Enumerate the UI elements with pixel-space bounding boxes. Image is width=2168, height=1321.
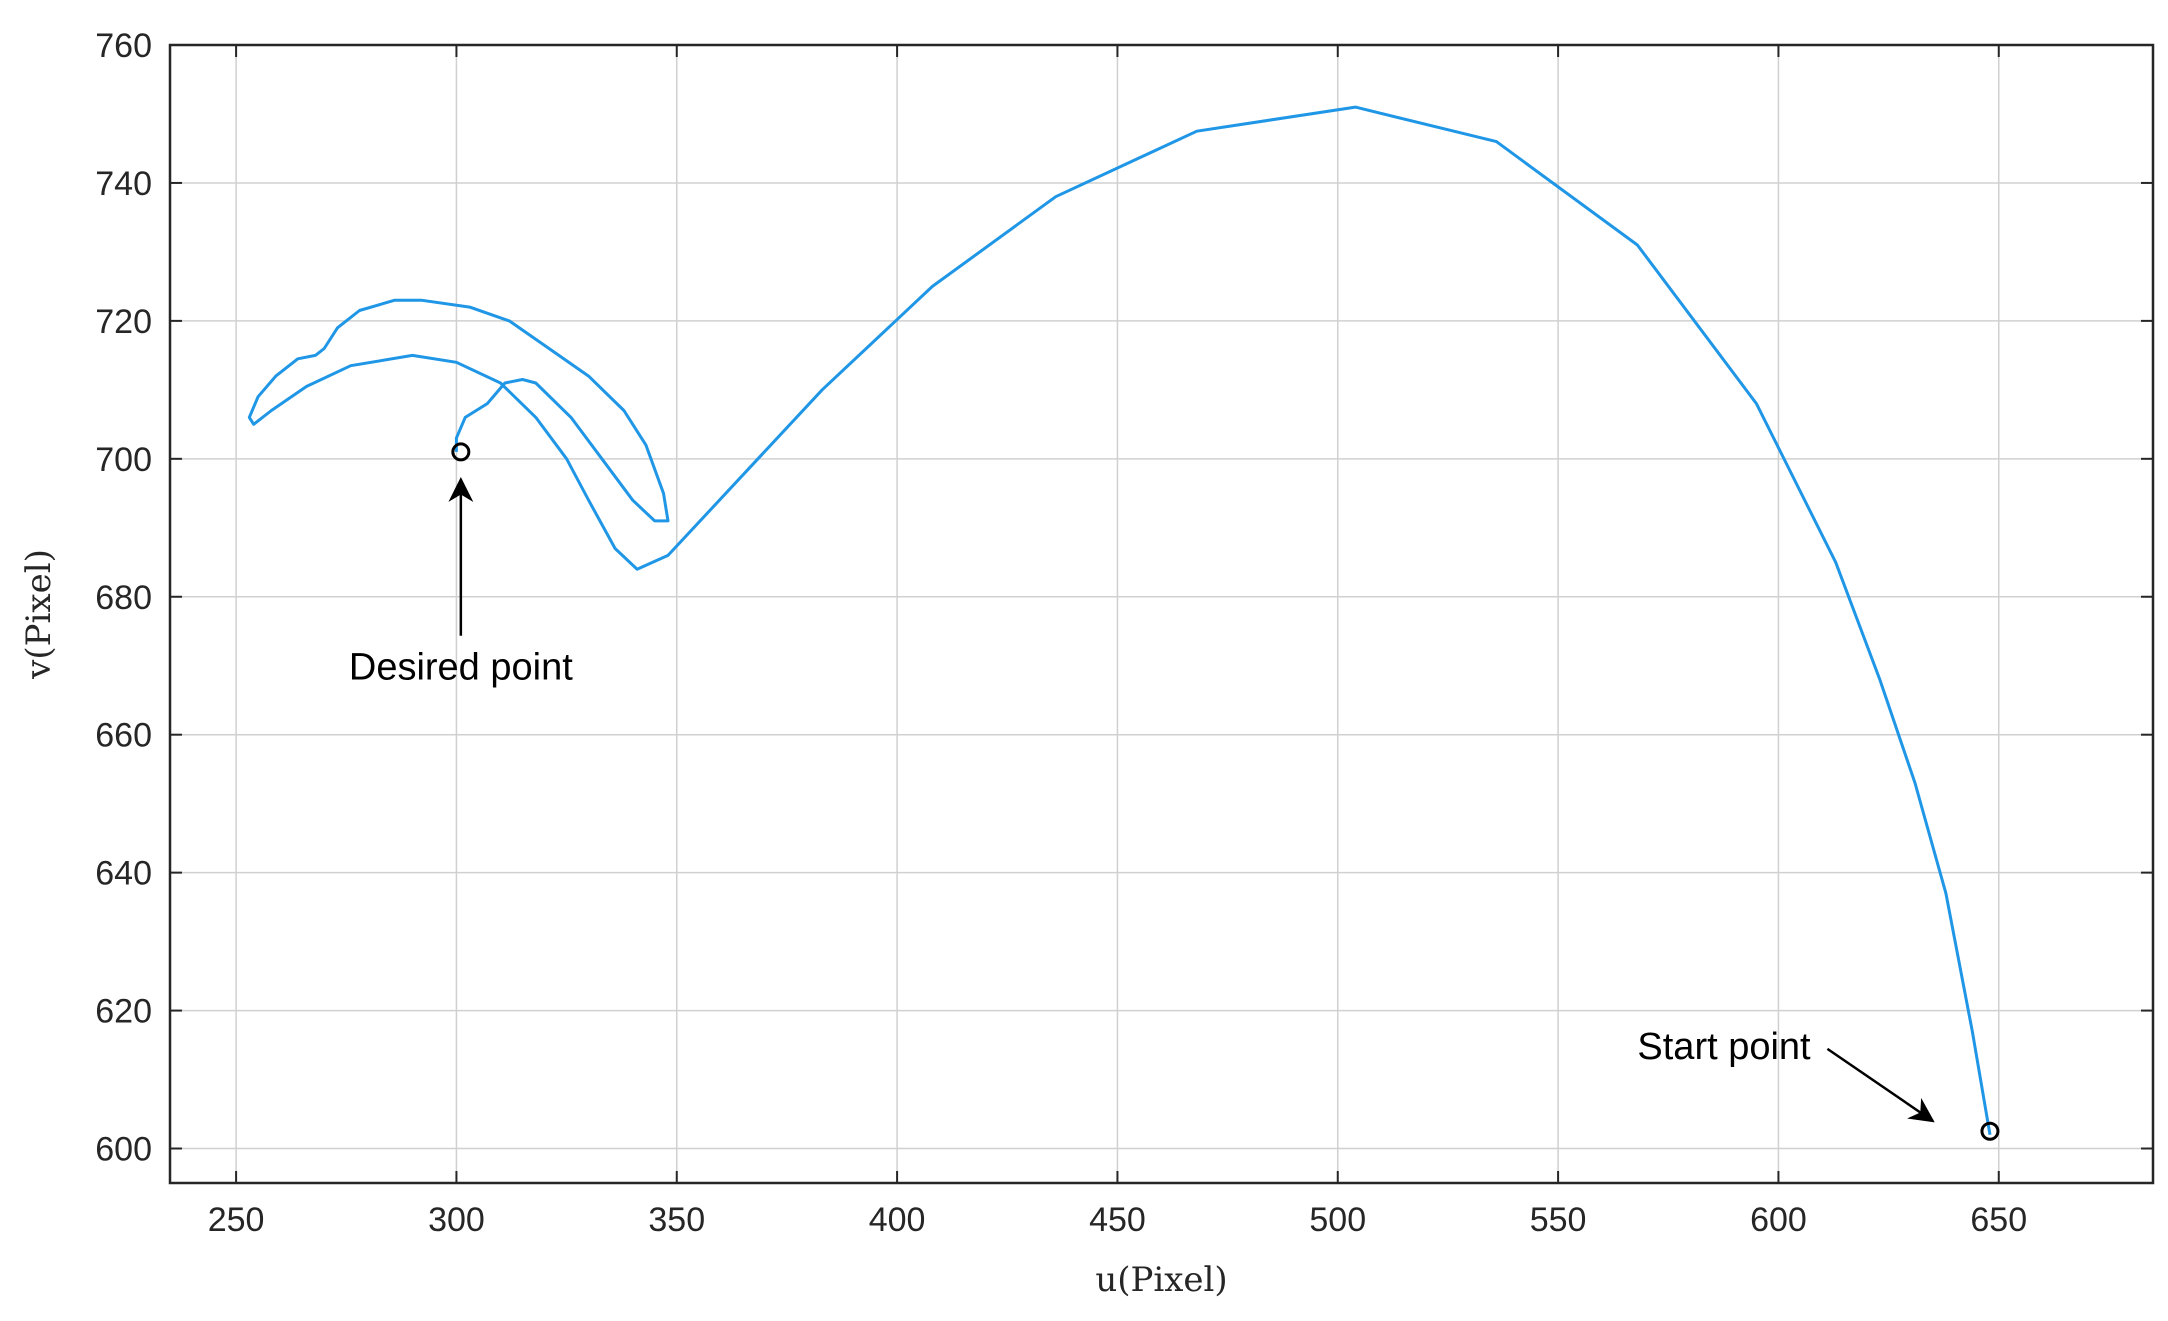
marker-group xyxy=(451,442,2000,1141)
x-tick-label: 650 xyxy=(1970,1201,2027,1239)
desired-point-marker xyxy=(451,442,471,462)
annotation-group: Desired point Start point xyxy=(349,477,1935,1123)
y-tick-label: 760 xyxy=(95,27,152,65)
y-tick-label: 740 xyxy=(95,165,152,203)
y-tick-label: 620 xyxy=(95,993,152,1031)
x-tick-label: 600 xyxy=(1750,1201,1807,1239)
series-group xyxy=(247,105,1992,1135)
x-tick-label: 450 xyxy=(1089,1201,1146,1239)
y-tick-label: 720 xyxy=(95,303,152,341)
x-tick-label: 350 xyxy=(648,1201,705,1239)
x-axis-label: u(Pixel) xyxy=(1095,1260,1227,1300)
y-tick-label: 640 xyxy=(95,855,152,893)
trajectory-line xyxy=(247,105,1992,1135)
x-tick-label: 400 xyxy=(869,1201,926,1239)
start-point-label: Start point xyxy=(1637,1026,1811,1068)
start-point-arrow xyxy=(1826,1047,1935,1123)
tick-group: 250 300 350 400 450 500 550 600 650 600 620 640 660 6… xyxy=(95,27,2153,1239)
desired-point-label: Desired point xyxy=(349,647,573,689)
x-tick-label: 250 xyxy=(208,1201,265,1239)
y-tick-label: 600 xyxy=(95,1131,152,1169)
plot-frame xyxy=(168,43,2155,1185)
start-point-marker xyxy=(1980,1121,2000,1141)
y-axis-label: v(Pixel) xyxy=(19,549,59,680)
x-tick-label: 550 xyxy=(1530,1201,1587,1239)
y-tick-label: 660 xyxy=(95,717,152,755)
x-tick-label: 500 xyxy=(1309,1201,1366,1239)
y-tick-label: 700 xyxy=(95,441,152,479)
x-tick-label: 300 xyxy=(428,1201,485,1239)
y-tick-label: 680 xyxy=(95,579,152,617)
